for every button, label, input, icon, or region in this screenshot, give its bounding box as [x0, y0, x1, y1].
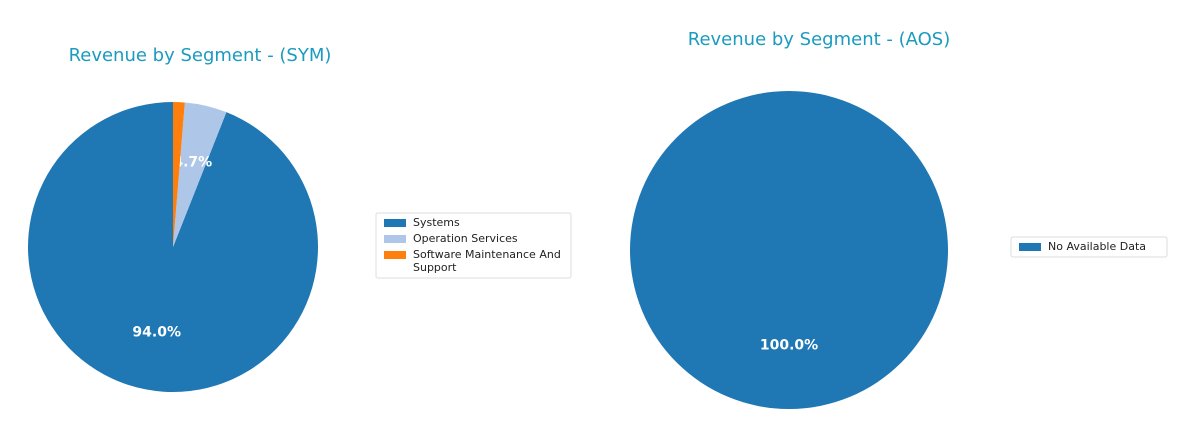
legend-swatch	[384, 219, 406, 227]
chart-title: Revenue by Segment - (SYM)	[69, 45, 332, 66]
legend-label: Systems	[413, 216, 460, 229]
pie-slice	[173, 102, 227, 247]
slice-label: 4.7%	[173, 154, 212, 170]
slice-label: 94.0%	[132, 324, 181, 340]
pie-slice	[28, 102, 319, 393]
legend-label: Operation Services	[413, 232, 518, 245]
legend-swatch	[384, 235, 406, 243]
legend-label: No Available Data	[1048, 240, 1146, 253]
chart-title: Revenue by Segment - (AOS)	[688, 29, 951, 50]
pie-slice	[173, 102, 185, 247]
legend-swatch	[384, 251, 406, 259]
legend-label: Software Maintenance And Support	[413, 248, 561, 274]
slice-label: 100.0%	[760, 337, 818, 353]
legend	[375, 212, 572, 279]
pie-slice	[630, 91, 948, 409]
legend	[1010, 236, 1168, 258]
legend-swatch	[1019, 243, 1041, 251]
